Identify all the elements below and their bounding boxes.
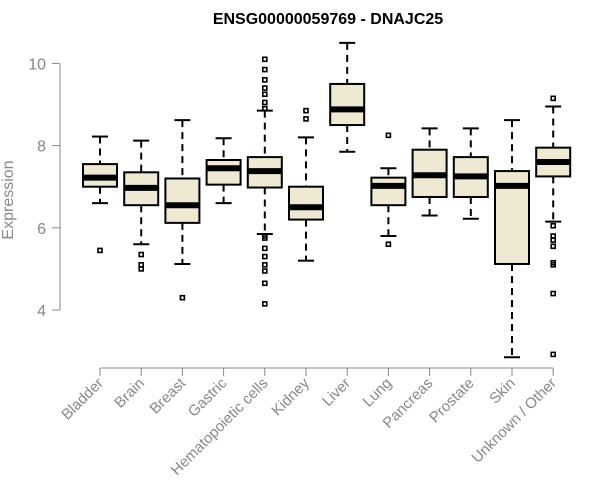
outlier-point <box>385 241 392 248</box>
boxes <box>82 41 572 359</box>
outlier-point <box>261 280 268 287</box>
box <box>164 177 201 224</box>
box-group <box>82 135 118 254</box>
y-tick-label: 8 <box>37 139 46 156</box>
outlier-point <box>261 261 268 268</box>
outlier-point <box>261 235 268 241</box>
x-tick-label: Brain <box>111 375 148 412</box>
x-tick-label: Bladder <box>58 375 107 424</box>
box-group <box>370 132 407 248</box>
outlier-point <box>261 301 268 307</box>
outlier-point <box>550 261 557 268</box>
axes: 4 6 8 10 <box>28 56 554 376</box>
outlier-point <box>385 132 392 139</box>
outlier-point <box>261 253 268 260</box>
outlier-point <box>179 294 186 301</box>
x-tick-label: Prostate <box>426 375 478 427</box>
outlier-point <box>97 247 103 254</box>
box-group <box>246 56 283 307</box>
outlier-point <box>550 237 557 243</box>
box-group <box>494 119 530 359</box>
outlier-point <box>138 251 144 258</box>
outlier-point <box>550 290 557 297</box>
box-group <box>329 41 366 153</box>
x-tick-label: Kidney <box>268 374 313 419</box>
outlier-point <box>261 268 268 274</box>
y-tick-label: 6 <box>37 221 46 238</box>
box <box>370 176 407 207</box>
box-group <box>452 127 489 220</box>
box-group <box>288 107 324 262</box>
outlier-point <box>261 105 268 112</box>
x-tick-label: Breast <box>147 374 190 417</box>
outlier-point <box>261 99 268 106</box>
outlier-point <box>261 91 268 98</box>
outlier-point <box>550 95 557 102</box>
outlier-point <box>261 245 268 252</box>
outlier-point <box>550 222 557 229</box>
chart-title: ENSG00000059769 - DNAJC25 <box>213 11 443 28</box>
outlier-point <box>261 77 268 83</box>
outlier-point <box>550 243 557 250</box>
box <box>288 185 324 221</box>
box-group <box>411 127 448 217</box>
outlier-point <box>550 351 557 358</box>
x-tick-label: Skin <box>486 375 519 408</box>
box-group <box>123 139 160 272</box>
box-group <box>164 119 201 301</box>
box-group <box>535 95 572 358</box>
outlier-point <box>261 56 268 63</box>
outlier-point <box>261 85 268 91</box>
outlier-point <box>138 266 144 272</box>
outlier-point <box>261 66 268 73</box>
box-group <box>205 137 242 205</box>
outlier-point <box>303 107 309 114</box>
x-tick-label: Lung <box>360 375 396 411</box>
y-axis-label: Expression <box>0 160 17 239</box>
box <box>329 82 366 127</box>
box <box>205 158 242 186</box>
y-tick-label: 4 <box>37 303 46 320</box>
y-tick-label: 10 <box>28 56 46 73</box>
x-tick-label: Liver <box>319 375 354 410</box>
outlier-point <box>303 116 309 122</box>
